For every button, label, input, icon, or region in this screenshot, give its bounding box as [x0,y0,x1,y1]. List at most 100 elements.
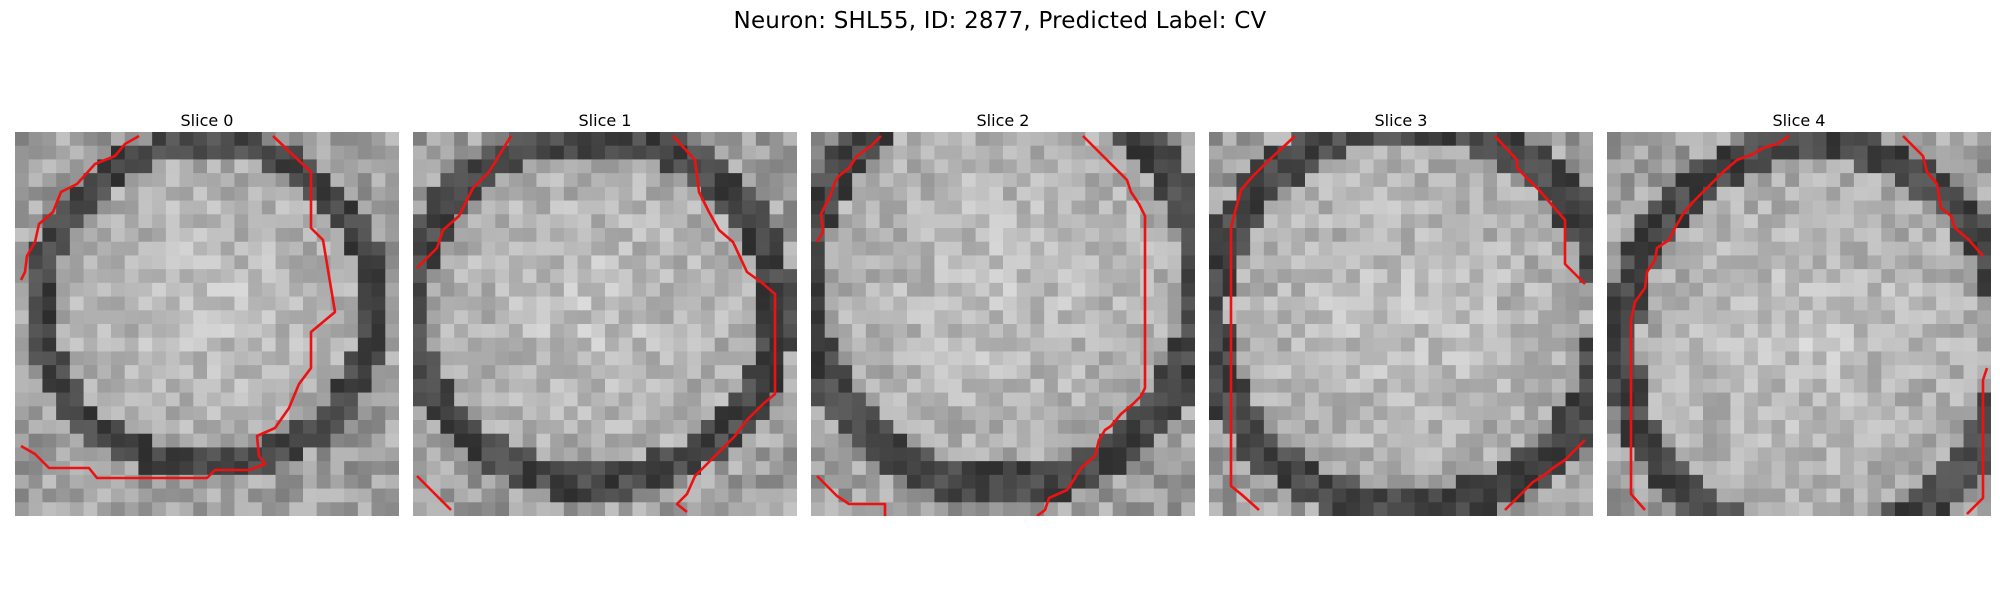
pixel [838,406,853,421]
pixel [1455,159,1471,174]
pixel [1607,214,1622,229]
pixel [193,241,208,257]
pixel [1812,145,1828,161]
pixel [1730,132,1745,147]
pixel [165,406,181,421]
pixel [975,337,990,353]
pixel [1346,447,1361,462]
pixel [220,186,236,202]
pixel [1840,461,1855,476]
pixel [28,502,44,516]
pixel [838,365,853,380]
pixel [1126,433,1141,449]
pixel [1236,378,1251,394]
pixel [618,447,634,462]
pixel [1607,365,1622,380]
pixel [742,145,757,161]
pixel [440,186,455,202]
pixel [1881,337,1896,353]
pixel [220,502,236,516]
pixel [1497,406,1512,421]
pixel [97,173,112,188]
pixel [961,310,977,325]
pixel [852,282,867,298]
pixel [536,392,551,407]
pixel [234,255,249,270]
pixel [193,310,208,325]
pixel [1812,406,1828,421]
pixel [1250,228,1265,243]
pixel [1771,447,1786,462]
pixel [1661,173,1677,188]
pixel [783,351,797,366]
pixel [1881,255,1896,270]
pixel [742,433,757,449]
pixel [495,337,510,353]
pixel [838,447,853,462]
pixel [1236,406,1251,421]
pixel [1771,282,1786,298]
pixel [385,461,399,476]
pixel [811,269,826,284]
pixel [1401,351,1416,366]
pixel [1524,420,1539,435]
slice-title: Slice 4 [1772,111,1826,130]
pixel [1538,132,1553,147]
pixel [1442,173,1457,188]
pixel [659,324,675,339]
pixel [1483,241,1498,257]
pixel [1840,310,1855,325]
pixel [522,447,538,462]
pixel [1167,351,1182,366]
pixel [1469,365,1484,380]
pixel [618,200,634,215]
pixel [220,145,236,161]
pixel [1153,324,1169,339]
pixel [97,132,112,147]
pixel [15,378,30,394]
pixel [289,324,304,339]
pixel [1524,282,1539,298]
pixel [728,324,743,339]
pixel [618,365,634,380]
pixel [316,186,332,202]
pixel [893,145,908,161]
pixel [961,420,977,435]
pixel [701,255,716,270]
pixel [1442,351,1457,366]
pixel [1812,461,1828,476]
pixel [124,461,140,476]
pixel [1359,337,1375,353]
pixel [1373,365,1388,380]
pixel [659,406,675,421]
pixel [344,255,359,270]
pixel [1607,378,1622,394]
pixel [1895,186,1910,202]
pixel [1675,378,1690,394]
pixel [1099,228,1114,243]
pixel [1236,132,1251,147]
pixel [1442,378,1457,394]
pixel [467,324,483,339]
pixel [1648,145,1663,161]
pixel [1401,392,1416,407]
pixel [1071,282,1086,298]
pixel [989,365,1004,380]
pixel [536,132,551,147]
pixel [1881,461,1896,476]
pixel [1387,145,1402,161]
pixel [879,173,894,188]
segmentation-contour [1629,134,1790,511]
pixel [1895,296,1910,311]
pixel [920,433,936,449]
pixel [824,228,840,243]
pixel [1003,447,1018,462]
pixel [28,337,44,353]
pixel [646,351,661,366]
pixel [522,132,538,147]
pixel [563,296,579,311]
pixel [1853,420,1869,435]
pixel [1250,214,1265,229]
pixel [1455,132,1471,147]
pixel [1551,365,1567,380]
